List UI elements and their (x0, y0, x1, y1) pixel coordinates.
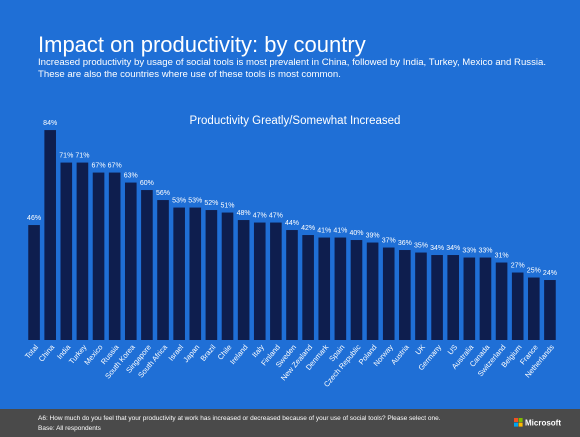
value-label: 33% (462, 248, 476, 255)
value-label: 44% (285, 220, 299, 227)
bar (108, 172, 121, 340)
bar (447, 255, 460, 340)
bar (44, 130, 56, 340)
bar (157, 200, 169, 340)
value-label: 63% (124, 173, 138, 180)
value-label: 67% (108, 163, 122, 170)
value-label: 51% (221, 203, 235, 210)
value-label: 35% (414, 243, 428, 250)
bar (221, 212, 234, 340)
bar (124, 182, 137, 340)
bar (463, 257, 476, 340)
value-label: 34% (446, 245, 460, 252)
value-label: 84% (43, 120, 57, 127)
bar (544, 280, 556, 340)
value-label: 39% (366, 233, 380, 240)
value-label: 25% (527, 268, 541, 275)
value-label: 42% (301, 225, 315, 232)
bar (431, 255, 443, 340)
value-label: 67% (92, 163, 106, 170)
value-label: 60% (140, 180, 154, 187)
value-label: 53% (172, 198, 186, 205)
footer-band (0, 409, 580, 437)
value-label: 52% (204, 200, 218, 207)
bar (189, 207, 202, 340)
title: Impact on productivity: by country (38, 32, 366, 57)
bar (205, 210, 218, 340)
value-label: 71% (75, 153, 89, 160)
footnote: A6: How much do you feel that your produ… (38, 415, 441, 422)
bar (237, 220, 250, 340)
value-label: 71% (59, 153, 73, 160)
value-label: 41% (317, 228, 331, 235)
value-label: 40% (349, 230, 363, 237)
bar (366, 242, 379, 340)
bar (479, 257, 492, 340)
bar (60, 162, 73, 340)
value-label: 48% (237, 210, 251, 217)
bar (382, 247, 395, 340)
bar (28, 225, 40, 340)
bar (528, 277, 540, 340)
bar (141, 190, 153, 340)
bar (173, 207, 185, 340)
bar (318, 237, 331, 340)
value-label: 27% (511, 263, 525, 270)
value-label: 41% (333, 228, 347, 235)
value-label: 24% (543, 270, 557, 277)
subtitle-line: These are also the countries where use o… (38, 69, 341, 80)
bar (253, 222, 266, 340)
subtitle-line: Increased productivity by usage of socia… (38, 57, 546, 68)
bar (270, 222, 282, 340)
bar (350, 240, 363, 340)
value-label: 46% (27, 215, 41, 222)
value-label: 31% (495, 253, 509, 260)
bar (511, 272, 524, 340)
brand-logo (514, 418, 523, 427)
bar (286, 230, 298, 340)
value-label: 53% (188, 198, 202, 205)
value-label: 36% (398, 240, 412, 247)
value-label: 33% (478, 248, 492, 255)
brand: Microsoft (525, 419, 561, 428)
value-label: 47% (269, 213, 283, 220)
bar (302, 235, 314, 340)
bar (495, 262, 508, 340)
bar (334, 237, 347, 340)
bar (76, 162, 89, 340)
footnote: Base: All respondents (38, 425, 102, 432)
bar (415, 252, 427, 340)
value-label: 37% (382, 238, 396, 245)
bar (399, 250, 411, 340)
chart-title: Productivity Greatly/Somewhat Increased (190, 115, 401, 127)
value-label: 47% (253, 213, 267, 220)
value-label: 56% (156, 190, 170, 197)
bar (92, 172, 105, 340)
value-label: 34% (430, 245, 444, 252)
